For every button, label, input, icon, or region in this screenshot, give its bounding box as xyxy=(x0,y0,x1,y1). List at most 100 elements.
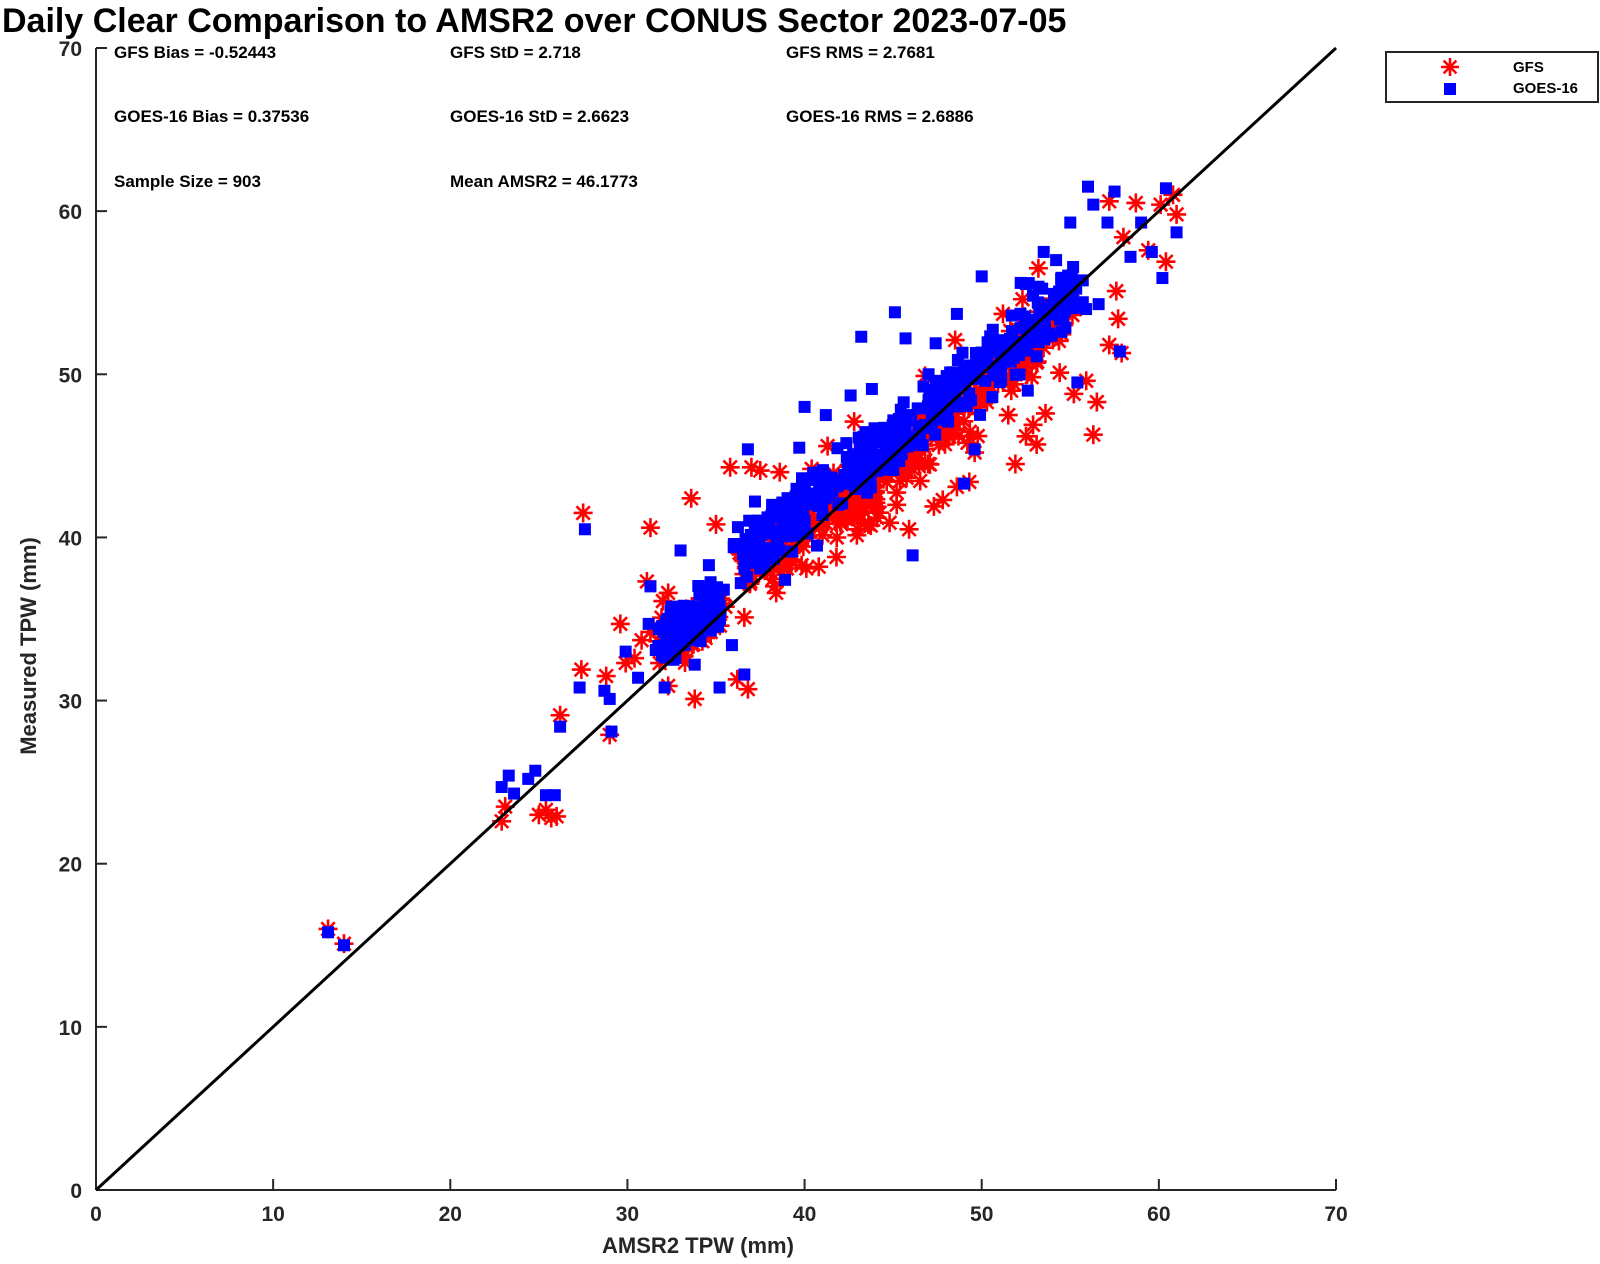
y-tick-label: 20 xyxy=(59,854,82,877)
goes-16-point xyxy=(865,382,878,395)
gfs-point xyxy=(640,518,660,538)
goes-16-point xyxy=(1014,276,1027,289)
goes-16-point xyxy=(938,375,951,388)
gfs-point xyxy=(1126,193,1146,213)
goes-16-point xyxy=(1006,325,1019,338)
stats-block: GFS Bias = -0.52443 GFS StD = 2.718 GFS … xyxy=(114,43,974,191)
goes-16-point xyxy=(858,462,871,475)
goes-16-point xyxy=(734,577,747,590)
x-tick-label: 30 xyxy=(616,1203,639,1226)
goes-16-point xyxy=(851,474,864,487)
goes-16-point xyxy=(529,764,542,777)
series-goes-16 xyxy=(322,180,1183,952)
goes-16-point xyxy=(1037,245,1050,258)
goes-16-point xyxy=(975,360,988,373)
goes-16-point xyxy=(1005,309,1018,322)
goes-16-point xyxy=(899,332,912,345)
goes-16-point xyxy=(495,781,508,794)
legend: GFS GOES-16 xyxy=(1385,51,1599,103)
goes-16-point xyxy=(840,450,853,463)
gfs-point xyxy=(596,666,616,686)
goes-16-point xyxy=(1050,254,1063,267)
goes-16-point xyxy=(573,681,586,694)
goes-16-point xyxy=(1065,269,1078,282)
y-axis-label: Measured TPW (mm) xyxy=(16,537,41,755)
goes-16-point xyxy=(963,359,976,372)
gfs-bias-text: GFS Bias = -0.52443 xyxy=(114,43,276,62)
y-tick-label: 70 xyxy=(59,38,82,61)
goes-16-point xyxy=(1145,245,1158,258)
x-tick-label: 0 xyxy=(90,1203,102,1226)
goes-16-point xyxy=(1071,376,1084,389)
goes-16-point xyxy=(508,787,521,800)
goes-16-point xyxy=(1087,198,1100,211)
y-tick-label: 40 xyxy=(59,527,82,550)
gfs-point xyxy=(826,547,846,567)
gfs-point xyxy=(1167,204,1187,224)
gfs-point xyxy=(1016,426,1036,446)
legend-goes-marker xyxy=(1444,83,1456,95)
gfs-point xyxy=(766,583,786,603)
goes-16-point xyxy=(762,514,775,527)
goes-16-point xyxy=(554,720,567,733)
goes-16-point xyxy=(548,789,561,802)
goes-16-point xyxy=(874,423,887,436)
gfs-point xyxy=(1106,281,1126,301)
gfs-point xyxy=(1087,392,1107,412)
goes-16-point xyxy=(731,521,744,534)
gfs-point xyxy=(536,800,556,820)
gfs-point xyxy=(796,558,816,578)
goes-16-point xyxy=(843,460,856,473)
chart-title: Daily Clear Comparison to AMSR2 over CON… xyxy=(2,2,1066,40)
goes-16-point xyxy=(749,531,762,544)
goes-16-point xyxy=(773,544,786,557)
goes-16-point xyxy=(725,639,738,652)
goes-16-point xyxy=(774,501,787,514)
goes-16-point xyxy=(660,634,673,647)
goes-16-point xyxy=(1124,250,1137,263)
goes-16-point xyxy=(796,472,809,485)
goes-16-point xyxy=(578,523,591,536)
y-tick-label: 50 xyxy=(59,364,82,387)
goes-16-point xyxy=(644,580,657,593)
goes-16-point xyxy=(605,725,618,738)
goes-16-point xyxy=(929,337,942,350)
gfs-point xyxy=(616,653,636,673)
goes-16-point xyxy=(888,306,901,319)
goes-16-point xyxy=(855,447,868,460)
goes-16-point xyxy=(957,374,970,387)
goes-16-point xyxy=(958,477,970,490)
goes-16-point xyxy=(1080,303,1093,316)
goes-16-point xyxy=(674,619,687,632)
goes-std-text: GOES-16 StD = 2.6623 xyxy=(450,107,629,126)
goes-16-point xyxy=(986,323,999,336)
goes-16-point xyxy=(649,643,662,656)
gfs-point xyxy=(858,514,878,534)
goes-16-point xyxy=(1032,297,1045,310)
goes-16-point xyxy=(727,541,740,554)
goes-16-point xyxy=(674,544,687,557)
y-tick-label: 60 xyxy=(59,201,82,224)
goes-16-point xyxy=(711,581,724,594)
goes-16-point xyxy=(692,609,705,622)
x-tick-label: 10 xyxy=(261,1203,284,1226)
goes-16-point xyxy=(880,453,893,466)
goes-16-point xyxy=(975,270,988,283)
gfs-point xyxy=(547,806,567,826)
gfs-point xyxy=(1005,454,1025,474)
goes-16-point xyxy=(861,486,874,499)
goes-16-point xyxy=(979,374,992,387)
gfs-point xyxy=(632,630,652,650)
goes-16-point xyxy=(942,415,955,428)
goes-16-point xyxy=(692,580,705,593)
gfs-point xyxy=(681,488,701,508)
goes-16-point xyxy=(748,495,761,508)
goes-16-point xyxy=(753,546,766,559)
goes-16-point xyxy=(754,562,767,575)
gfs-point xyxy=(706,514,726,534)
axes: 0 10 20 30 40 50 60 70 0 10 20 30 40 50 60 70 xyxy=(59,38,1348,1226)
goes-16-point xyxy=(658,681,671,694)
goes-16-point xyxy=(921,400,934,413)
goes-16-point xyxy=(887,414,900,427)
goes-16-point xyxy=(1021,384,1034,397)
